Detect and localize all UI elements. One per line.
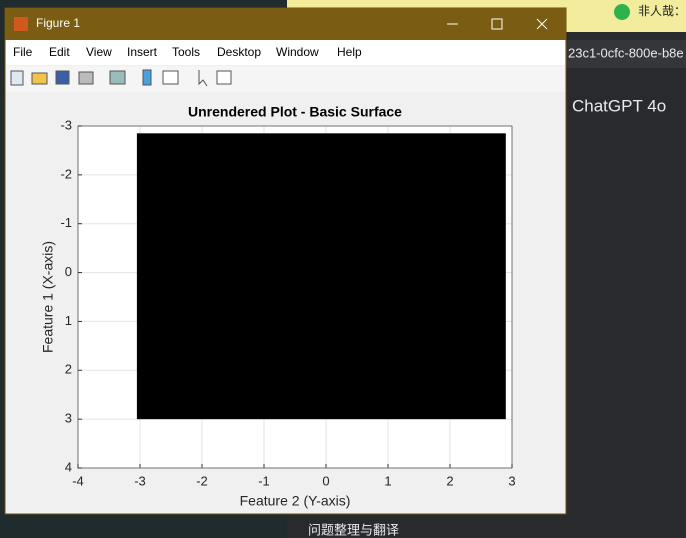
x-tick-label: -4 <box>72 473 84 488</box>
x-tick-label: 2 <box>446 473 453 488</box>
window-title: Figure 1 <box>36 16 80 30</box>
print-icon[interactable] <box>78 71 94 85</box>
x-tick-label: 3 <box>508 473 515 488</box>
propertyeditor-icon[interactable] <box>216 70 232 85</box>
colorbar-icon[interactable] <box>142 69 152 86</box>
menu-item[interactable]: Edit <box>49 45 70 59</box>
tab-title[interactable]: 非人哉： <box>638 3 686 18</box>
menu-item[interactable]: View <box>86 45 112 59</box>
y-tick-label: 2 <box>65 362 72 377</box>
x-axis-label: Feature 2 (Y-axis) <box>240 493 351 509</box>
model-name[interactable]: ChatGPT 4o <box>572 96 666 115</box>
x-tick-label: 0 <box>322 473 329 488</box>
app-icon <box>14 17 28 31</box>
menu-item[interactable]: Insert <box>127 45 158 59</box>
close-button[interactable] <box>536 18 548 30</box>
y-tick-label: -1 <box>60 215 72 230</box>
plot: -4 -3 -2 -1 0 1 2 3 -3 -2 -1 0 1 2 3 4 Unrendered Plot -… <box>40 104 516 509</box>
toolbar-icons <box>10 69 232 87</box>
y-axis-label: Feature 1 (X-axis) <box>40 241 56 353</box>
menu-item[interactable]: File <box>13 45 33 59</box>
menu-item[interactable]: Window <box>276 45 319 59</box>
chart-title: Unrendered Plot - Basic Surface <box>188 104 402 120</box>
tab-icon <box>614 4 630 20</box>
menu-item[interactable]: Tools <box>172 45 200 59</box>
new-icon[interactable] <box>10 70 24 86</box>
pointer-icon[interactable] <box>198 70 208 87</box>
x-tick-label: -1 <box>258 473 270 488</box>
link-icon[interactable] <box>109 70 126 85</box>
y-tick-label: -3 <box>60 117 72 132</box>
menu-group: File Edit View Insert Tools Desktop Window Help <box>13 45 362 59</box>
x-tick-label: -3 <box>134 473 146 488</box>
save-icon[interactable] <box>55 70 70 85</box>
url-text: 23c1-0cfc-800e-b8e <box>568 45 684 60</box>
y-tick-label: 1 <box>65 313 72 328</box>
surface <box>136 133 506 420</box>
sidebar-item[interactable]: 问题整理与翻译 <box>308 522 399 537</box>
y-tick-label: 4 <box>65 459 72 474</box>
y-tick-label: -2 <box>60 166 72 181</box>
x-tick-label: -2 <box>196 473 208 488</box>
axes-box <box>77 125 513 469</box>
menu-item[interactable]: Help <box>337 45 362 59</box>
x-tick-label: 1 <box>384 473 391 488</box>
title-bar <box>5 8 566 40</box>
menu-bar <box>6 40 565 65</box>
y-tick-label: 0 <box>65 264 72 279</box>
toolbar <box>6 66 565 92</box>
menu-item[interactable]: Desktop <box>217 45 261 59</box>
open-icon[interactable] <box>31 72 48 85</box>
y-tick-label: 3 <box>65 411 72 426</box>
legend-icon[interactable] <box>162 70 179 85</box>
address-bar <box>566 40 686 68</box>
maximize-button[interactable] <box>491 18 503 30</box>
